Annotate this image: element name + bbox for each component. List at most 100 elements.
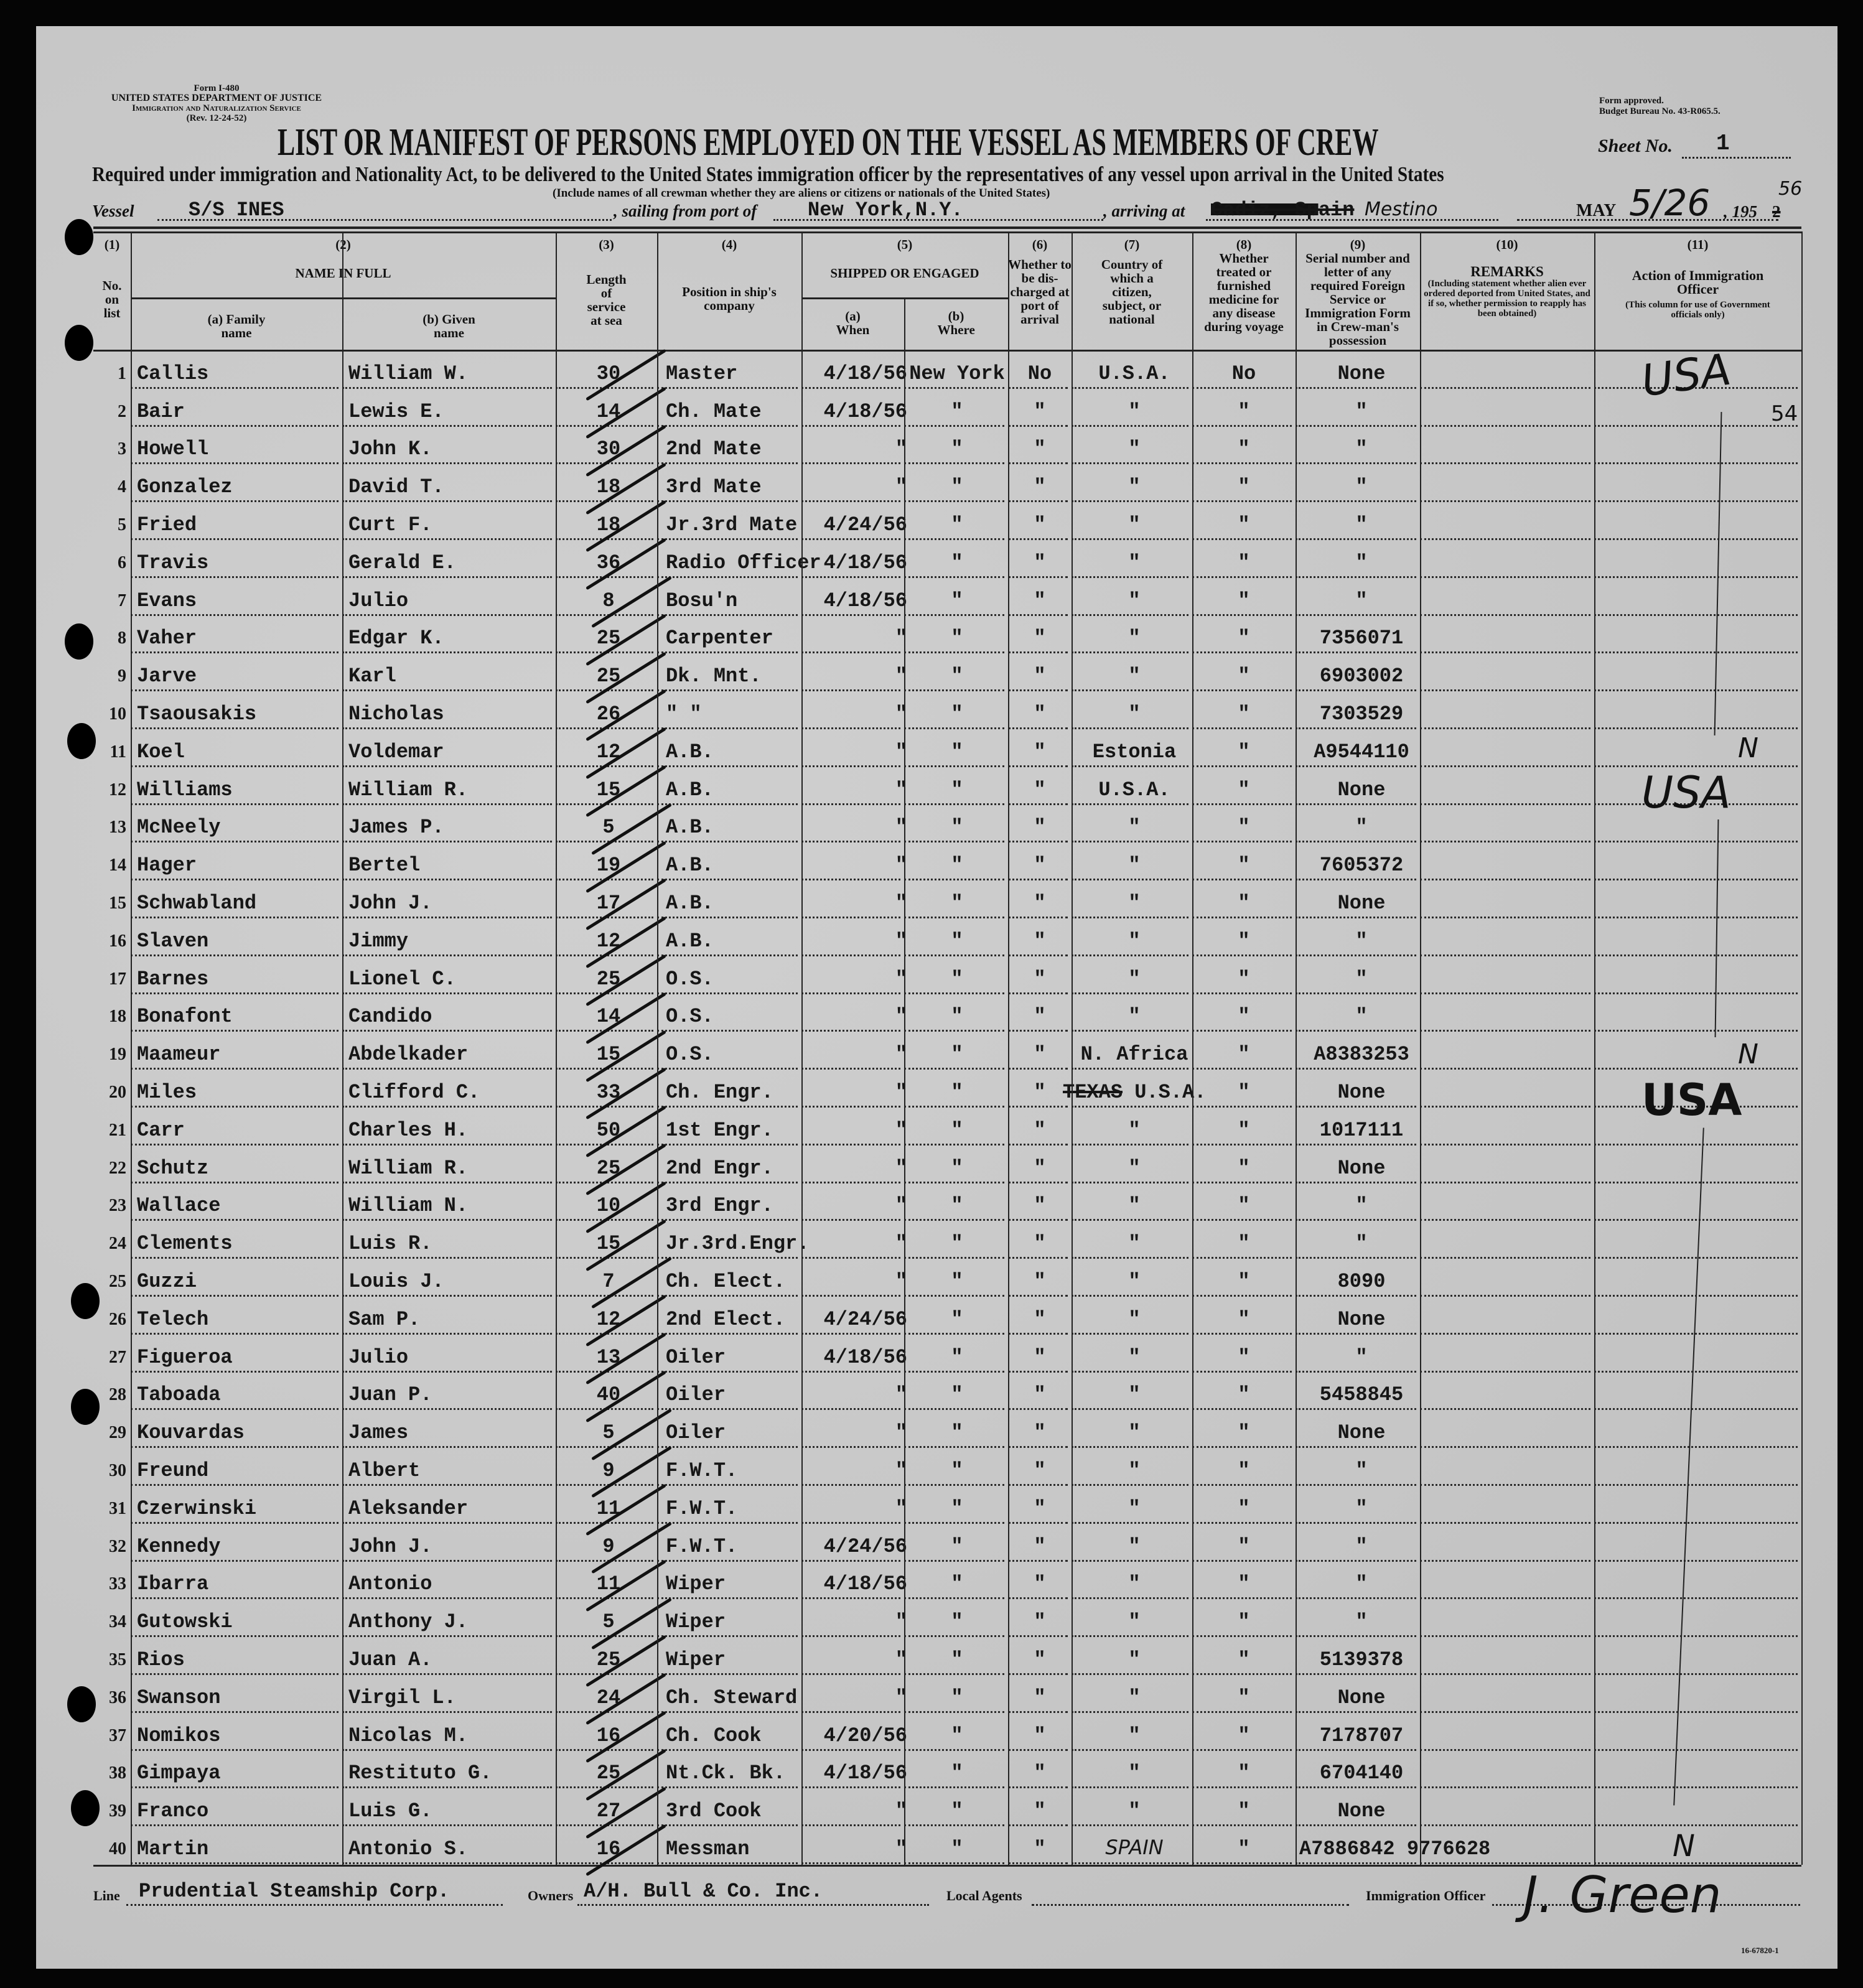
treated-value: "	[1238, 1383, 1250, 1407]
row-rule	[342, 1105, 552, 1108]
treated-value: "	[1238, 1269, 1250, 1293]
cell-country: "	[1075, 969, 1193, 989]
row-rule	[1296, 765, 1416, 767]
row-rule	[556, 1294, 653, 1297]
arriving-port-handwritten: Mestino	[1365, 198, 1438, 220]
row-rule	[1420, 1635, 1590, 1638]
cell-when: "	[803, 931, 907, 951]
country-value: "	[1128, 1307, 1141, 1331]
disch-value: "	[1034, 665, 1046, 688]
row-rule	[1008, 1597, 1068, 1600]
row-rule	[1072, 803, 1188, 805]
cell-disch: "	[1008, 1650, 1072, 1670]
row-rule	[1420, 1748, 1590, 1751]
column-rule	[1801, 231, 1803, 1865]
row-rule	[657, 1446, 798, 1449]
cell-disch: "	[1008, 1196, 1072, 1216]
immigration-officer-label: Immigration Officer	[1366, 1888, 1486, 1903]
cell-treated: "	[1192, 1801, 1296, 1821]
row-rule	[131, 954, 339, 956]
row-rule	[556, 1483, 653, 1486]
cell-family: Swanson	[137, 1687, 342, 1708]
row-rule	[801, 462, 900, 465]
row-rule	[1072, 992, 1188, 994]
length-struck-value: 5	[602, 1610, 615, 1634]
row-rule	[1008, 576, 1068, 578]
row-rule	[1594, 1370, 1798, 1373]
row-rule	[904, 576, 1004, 578]
punch-hole	[65, 325, 93, 361]
cell-country: N. Africa	[1075, 1045, 1193, 1065]
cell-no: 21	[92, 1121, 126, 1141]
cell-where: "	[904, 1650, 1010, 1670]
cell-disch: "	[1008, 1045, 1072, 1065]
cell-given: William N.	[348, 1196, 554, 1216]
disch-value: "	[1034, 627, 1046, 650]
cell-country: "	[1075, 1007, 1193, 1027]
row-rule	[1072, 1370, 1188, 1373]
row-rule	[1072, 1559, 1188, 1562]
no-value: 2	[118, 401, 126, 421]
cell-family: Guzzi	[137, 1271, 342, 1292]
cell-where: "	[904, 1763, 1010, 1783]
include-note: (Include names of all crewman whether th…	[553, 187, 1050, 200]
where-value: "	[951, 551, 963, 574]
row-rule	[131, 1710, 339, 1713]
no-value: 33	[109, 1574, 126, 1594]
serial-value: None	[1337, 1421, 1386, 1445]
cell-length: 9	[559, 1460, 658, 1481]
given-value: Candido	[348, 1005, 432, 1029]
family-value: Koel	[137, 740, 185, 763]
cell-length: 7	[559, 1271, 658, 1292]
crew-row: 26 Telech Sam P. 12 2nd Elect. 4/24/56 " " " " Non…	[109, 1297, 1803, 1335]
cell-no: 17	[92, 969, 126, 989]
row-rule	[1296, 462, 1416, 465]
row-rule	[1008, 1786, 1068, 1789]
serial-value: "	[1355, 513, 1368, 536]
cell-family: Gutowski	[137, 1612, 342, 1632]
row-rule	[801, 689, 900, 692]
cell-position: Ch. Cook	[666, 1725, 852, 1746]
row-rule	[131, 500, 339, 503]
given-value: Gerald E.	[348, 551, 456, 574]
family-value: Schwabland	[137, 891, 257, 915]
given-value: Clifford C.	[348, 1080, 480, 1104]
row-rule	[904, 841, 1004, 843]
row-rule	[904, 424, 1004, 427]
row-rule	[1296, 1143, 1416, 1146]
position-value: O.S.	[666, 1043, 714, 1066]
family-value: Wallace	[137, 1194, 221, 1218]
row-rule	[1008, 1673, 1068, 1675]
when-value: 4/18/56	[823, 1572, 907, 1596]
cell-serial: "	[1299, 1498, 1424, 1519]
crew-row: 32 Kennedy John J. 9 F.W.T. 4/24/56 " " " " "	[109, 1524, 1803, 1562]
cell-position: Master	[666, 363, 852, 384]
row-rule	[556, 614, 653, 616]
row-rule	[1296, 1219, 1416, 1221]
country-value: Estonia	[1092, 740, 1177, 763]
row-rule	[801, 1521, 900, 1524]
treated-value: "	[1238, 1496, 1250, 1520]
row-rule	[1072, 765, 1188, 767]
column-rule	[1008, 231, 1009, 1865]
length-struck-value: 18	[596, 475, 621, 499]
length-struck-value: 5	[602, 816, 615, 839]
row-rule	[1296, 651, 1416, 654]
cell-disch: "	[1008, 666, 1072, 686]
cell-disch: "	[1008, 780, 1072, 800]
row-rule	[1594, 424, 1798, 427]
disch-value: "	[1034, 1458, 1046, 1482]
row-rule	[1296, 1408, 1416, 1411]
cell-country: "	[1075, 1423, 1193, 1443]
col11-header: (11) Action of Immigration Officer (This c…	[1594, 238, 1801, 320]
row-rule	[1072, 1294, 1188, 1297]
row-rule	[657, 1483, 798, 1486]
row-rule	[1594, 1597, 1798, 1600]
cell-serial: "	[1299, 439, 1424, 459]
row-rule	[342, 1181, 552, 1183]
row-rule	[1192, 1521, 1292, 1524]
row-rule	[904, 689, 1004, 692]
cell-when: "	[803, 893, 907, 913]
serial-value: None	[1337, 891, 1386, 915]
cell-disch: "	[1008, 1458, 1072, 1482]
